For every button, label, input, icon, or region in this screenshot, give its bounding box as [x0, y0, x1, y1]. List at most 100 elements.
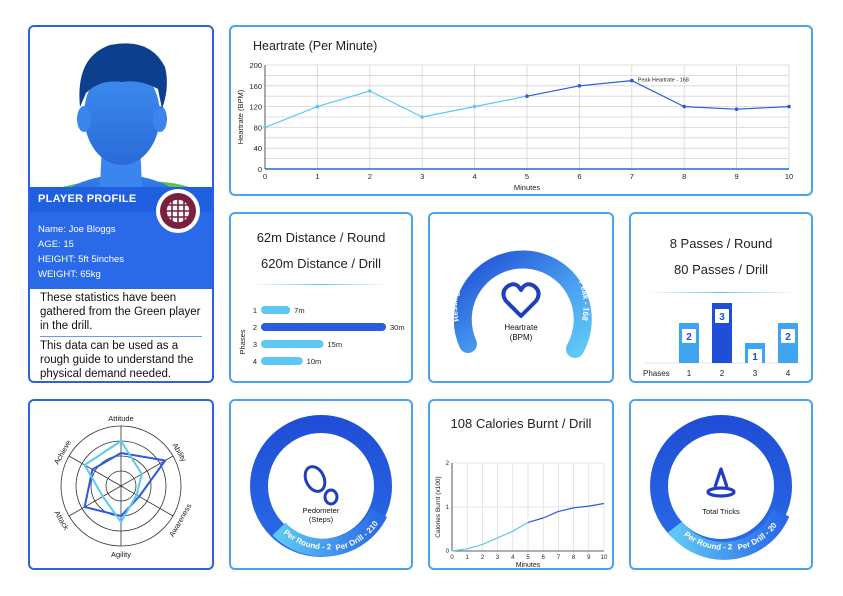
x-tick-label: 2	[368, 172, 372, 181]
bar	[261, 340, 324, 348]
radar-chart-svg: Attitude Ability Awareness Agility Attack Ach…	[52, 414, 194, 559]
radar-spoke	[68, 485, 122, 517]
heartrate-chart-card: Heartrate (Per Minute) 0 40 80 120 160 200 0 1 2…	[229, 25, 813, 196]
radar-axis-label: Agility	[111, 550, 131, 559]
data-point	[263, 125, 267, 130]
pedometer-label-1: Pedometer	[303, 506, 340, 515]
x-tick-label: 1	[315, 172, 319, 181]
profile-name: Name: Joe Bloggs	[38, 224, 116, 235]
series-line-segment	[482, 537, 498, 545]
data-point	[734, 107, 739, 111]
bar-value-bg	[715, 309, 729, 323]
x-tick-label: 3	[420, 172, 424, 181]
x-axis-label: Minutes	[514, 183, 541, 192]
pedometer-gauge-svg: Pedometer (Steps) Per Round - 21 Per Dri…	[231, 401, 392, 557]
profile-title: PLAYER PROFILE	[38, 193, 137, 205]
bar-value-label: 1	[752, 352, 758, 363]
data-point	[315, 104, 320, 109]
calories-title: 108 Calories Burnt / Drill	[450, 416, 592, 431]
distance-card: 62m Distance / Round 620m Distance / Dri…	[229, 212, 413, 383]
category-label: 3	[753, 369, 758, 378]
x-tick-label: 9	[587, 555, 591, 561]
series-line-segment	[474, 95, 528, 108]
x-tick-label: 5	[526, 555, 530, 561]
radar-series	[83, 440, 143, 523]
data-point	[472, 104, 477, 109]
y-tick-label: 40	[254, 144, 262, 153]
x-tick-label: 0	[263, 172, 267, 181]
x-axis-label: Minutes	[516, 562, 541, 568]
series-line-segment	[588, 502, 605, 507]
radar-axis-label: Achieve	[52, 438, 73, 466]
bar	[261, 323, 386, 331]
series-line-segment	[558, 507, 574, 512]
tricks-card: Total Tricks Per Round - 2 Per Drill - 2…	[629, 399, 813, 570]
data-point	[787, 104, 791, 109]
series-line-segment	[526, 85, 580, 97]
x-tick-label: 7	[557, 555, 561, 561]
series-line-segment	[527, 517, 544, 523]
series-line-segment	[317, 90, 370, 108]
pedometer-band	[272, 508, 388, 557]
profile-weight: WEIGHT: 65kg	[38, 269, 101, 280]
heartrate-gauge-card: Average - 139 Resting - 80 Peak - 168 He…	[428, 212, 614, 383]
chart-title: Heartrate (Per Minute)	[253, 39, 378, 53]
x-tick-label: 3	[496, 555, 500, 561]
gauge-label-1: Heartrate	[504, 323, 538, 332]
x-tick-label: 2	[481, 555, 485, 561]
x-tick-label: 10	[785, 172, 793, 181]
player-profile-card: PLAYER PROFILE Name: Joe Bloggs AGE: 15 …	[28, 25, 214, 383]
y-tick-label: 200	[249, 61, 262, 70]
tricks-label: Total Tricks	[702, 507, 740, 516]
calories-chart-svg: 0 1 2 0 1 2 3 4 5 6 7 8 9 10 Minutes Calories Burnt (x1…	[435, 461, 608, 568]
x-tick-label: 7	[630, 172, 634, 181]
distance-chart-svg: Phases 1 7m 2 30m 3 15m 4 10m	[238, 306, 405, 366]
gauge-average-label: Average - 139	[495, 229, 551, 244]
x-tick-label: 1	[466, 555, 470, 561]
data-point	[420, 115, 424, 119]
avatar-head	[84, 65, 160, 165]
radar-axis-label: Awareness	[167, 502, 193, 539]
y-tick-label: 0	[446, 549, 450, 555]
avatar-hair	[79, 43, 167, 109]
series-line-segment	[264, 106, 318, 128]
cone-icon	[706, 467, 736, 498]
bar	[261, 357, 303, 365]
radar-axis-label: Attitude	[108, 414, 133, 423]
series-line-segment	[497, 530, 514, 539]
tricks-gauge-svg: Total Tricks Per Round - 2 Per Drill - 2…	[650, 415, 792, 560]
x-tick-label: 6	[577, 172, 581, 181]
category-label: 3	[253, 340, 257, 349]
passes-divider	[645, 292, 797, 293]
category-label: 4	[786, 369, 791, 378]
series-line-segment	[512, 521, 529, 532]
data-point	[368, 89, 372, 93]
x-tick-label: 9	[735, 172, 739, 181]
heartrate-gauge-arc	[453, 250, 592, 358]
profile-age: AGE: 15	[38, 239, 74, 250]
x-tick-label: 4	[511, 555, 515, 561]
series-line-segment	[467, 543, 483, 550]
series-line-segment	[422, 106, 475, 118]
series-line-segment	[451, 548, 468, 552]
club-badge-icon	[156, 189, 200, 233]
profile-divider	[40, 336, 202, 337]
gauge-label-2: (BPM)	[510, 333, 533, 342]
heartrate-chart-svg: 0 40 80 120 160 200 0 1 2 3 4 5 6 7 8 9 10 Minutes Heartra…	[236, 61, 793, 192]
radar-spoke	[68, 455, 122, 487]
x-tick-label: 6	[542, 555, 546, 561]
footprint-icon	[303, 465, 339, 506]
profile-note-2: This data can be used as a rough guide t…	[40, 340, 194, 380]
y-tick-label: 1	[446, 505, 450, 511]
series-line-segment	[542, 510, 559, 519]
bar-value-label: 15m	[328, 340, 343, 349]
radar-axis-label: Attack	[53, 509, 71, 532]
x-axis-label: Phases	[643, 369, 670, 378]
heartrate-gauge-svg: Average - 139 Resting - 80 Peak - 168 He…	[450, 229, 592, 358]
y-axis-label: Phases	[238, 329, 247, 354]
profile-note-1: These statistics have been gathered from…	[40, 292, 201, 332]
x-tick-label: 4	[473, 172, 477, 181]
calories-card: 108 Calories Burnt / Drill 0 1 2 0 1 2 3 4 5 6 7 8 9…	[428, 399, 614, 570]
y-tick-label: 0	[258, 165, 262, 174]
radar-series	[83, 452, 167, 517]
